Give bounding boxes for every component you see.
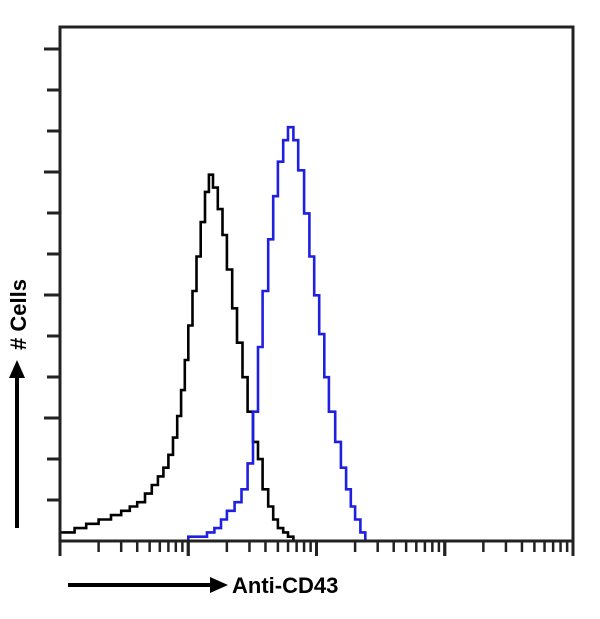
y-axis-ticks: [44, 47, 60, 502]
plot-frame: [58, 25, 575, 543]
isotype-control-histogram: [60, 173, 295, 541]
anti-cd43-histogram: [175, 125, 367, 543]
y-axis-title-group: # Cells: [6, 279, 31, 528]
up-arrow-icon: [9, 360, 25, 378]
x-axis-label: Anti-CD43: [232, 573, 338, 598]
histogram-curves: [60, 125, 367, 543]
right-arrow-icon: [210, 577, 228, 593]
y-axis-label: # Cells: [6, 279, 31, 350]
x-axis-title-group: Anti-CD43: [68, 573, 338, 598]
x-axis-ticks: [58, 541, 575, 556]
